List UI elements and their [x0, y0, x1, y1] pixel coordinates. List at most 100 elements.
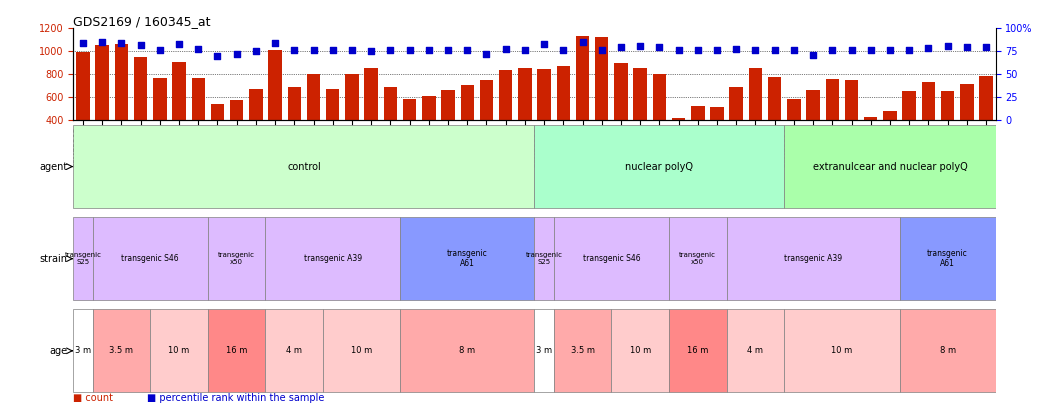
FancyBboxPatch shape [73, 125, 534, 208]
Text: transgenic
A61: transgenic A61 [446, 249, 487, 269]
Text: 3.5 m: 3.5 m [570, 346, 594, 355]
Point [593, 47, 610, 53]
Text: 10 m: 10 m [351, 346, 372, 355]
Text: transgenic S46: transgenic S46 [122, 254, 179, 263]
Text: nuclear polyQ: nuclear polyQ [626, 162, 694, 172]
FancyBboxPatch shape [323, 309, 400, 392]
Bar [365, 68, 378, 166]
Point [94, 39, 111, 45]
Bar [575, 36, 589, 166]
Text: ■ percentile rank within the sample: ■ percentile rank within the sample [147, 393, 324, 403]
Bar [95, 45, 109, 166]
Point [863, 47, 879, 53]
FancyBboxPatch shape [534, 217, 553, 300]
Text: 3.5 m: 3.5 m [109, 346, 133, 355]
FancyBboxPatch shape [669, 217, 726, 300]
FancyBboxPatch shape [784, 309, 899, 392]
FancyBboxPatch shape [784, 125, 996, 208]
Bar [172, 62, 185, 166]
Text: transgenic A39: transgenic A39 [304, 254, 362, 263]
FancyBboxPatch shape [534, 309, 553, 392]
Bar [883, 111, 897, 166]
Bar [633, 68, 647, 166]
Bar [307, 75, 321, 166]
Bar [268, 50, 282, 166]
Bar [460, 85, 474, 166]
Bar [499, 70, 512, 166]
Bar [192, 79, 205, 166]
FancyBboxPatch shape [150, 309, 208, 392]
Bar [249, 90, 263, 166]
Text: 3 m: 3 m [536, 346, 552, 355]
Text: transgenic
S25: transgenic S25 [526, 252, 563, 265]
Bar [845, 80, 858, 166]
Point [978, 44, 995, 51]
Point [824, 47, 840, 53]
FancyBboxPatch shape [73, 309, 92, 392]
Text: transgenic
x50: transgenic x50 [218, 252, 255, 265]
Bar [114, 45, 128, 166]
Bar [287, 87, 301, 166]
FancyBboxPatch shape [92, 217, 208, 300]
Point [247, 48, 264, 55]
FancyBboxPatch shape [726, 309, 784, 392]
Text: 8 m: 8 m [939, 346, 956, 355]
Bar [672, 117, 685, 166]
FancyBboxPatch shape [534, 125, 784, 208]
Point [497, 45, 514, 52]
Bar [921, 83, 935, 166]
Text: 3 m: 3 m [74, 346, 91, 355]
FancyBboxPatch shape [400, 217, 534, 300]
Point [266, 40, 283, 46]
Point [113, 40, 130, 46]
Bar [941, 91, 955, 166]
Point [478, 51, 495, 58]
Bar [422, 96, 436, 166]
Text: 4 m: 4 m [747, 346, 763, 355]
Point [805, 51, 822, 58]
FancyBboxPatch shape [553, 309, 611, 392]
Bar [230, 100, 243, 166]
Bar [480, 80, 494, 166]
FancyBboxPatch shape [400, 309, 534, 392]
Point [459, 47, 476, 53]
Point [74, 40, 91, 47]
Bar [768, 77, 782, 166]
FancyBboxPatch shape [92, 309, 150, 392]
Point [132, 42, 149, 48]
Bar [806, 90, 820, 166]
Point [612, 44, 629, 51]
Point [420, 47, 437, 53]
Point [708, 47, 725, 53]
FancyBboxPatch shape [899, 309, 996, 392]
FancyBboxPatch shape [265, 217, 400, 300]
FancyBboxPatch shape [611, 309, 669, 392]
Point [381, 47, 398, 53]
Bar [979, 76, 992, 166]
Bar [384, 87, 397, 166]
Bar [902, 91, 916, 166]
Bar [538, 69, 551, 166]
Point [574, 39, 591, 45]
Text: 16 m: 16 m [687, 346, 708, 355]
Point [363, 47, 379, 54]
Text: transgenic S46: transgenic S46 [583, 254, 640, 263]
Bar [134, 57, 148, 166]
Text: 4 m: 4 m [286, 346, 302, 355]
Point [401, 47, 418, 53]
Text: 10 m: 10 m [630, 346, 651, 355]
Point [171, 41, 188, 48]
Point [440, 47, 457, 53]
Text: transgenic
A61: transgenic A61 [927, 249, 968, 269]
Point [843, 47, 859, 53]
Bar [326, 90, 340, 166]
Point [920, 45, 937, 51]
Point [632, 43, 649, 49]
Point [305, 47, 322, 53]
FancyBboxPatch shape [726, 217, 899, 300]
Point [325, 47, 342, 53]
Bar [518, 68, 531, 166]
Point [517, 47, 533, 53]
Bar [211, 104, 224, 166]
Point [286, 47, 303, 53]
